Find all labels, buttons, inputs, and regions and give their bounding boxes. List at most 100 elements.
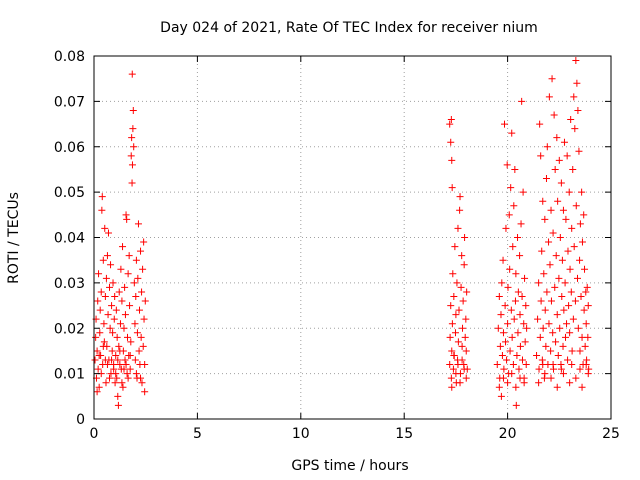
data-point [498,279,506,287]
data-point [456,379,464,387]
data-point [539,361,547,369]
data-point [131,356,139,364]
data-point [135,306,143,314]
data-point [505,211,513,219]
data-point [456,193,464,201]
data-point [546,261,554,269]
data-point [95,383,103,391]
data-point [101,224,109,232]
data-point [112,351,120,359]
data-point [539,197,547,205]
data-point [127,152,135,160]
data-point [462,315,470,323]
data-point [460,365,468,373]
y-tick-label: 0.01 [54,367,85,383]
data-point [121,356,129,364]
data-point [502,224,510,232]
data-point [574,106,582,114]
data-point [538,247,546,255]
data-point [463,288,471,296]
data-point [141,388,149,396]
data-point [133,329,141,337]
data-point [456,206,464,214]
data-point [138,288,146,296]
data-point [130,279,138,287]
data-point [497,311,505,319]
data-point [94,297,102,305]
data-point [450,351,458,359]
data-point [499,374,507,382]
data-point [137,247,145,255]
data-point [566,329,574,337]
data-point [572,57,580,65]
data-point [543,143,551,151]
data-point [558,292,566,300]
data-point [569,165,577,173]
data-point [504,320,512,328]
data-point [547,206,555,214]
data-point [95,270,103,278]
x-tick-label: 5 [193,426,202,442]
data-point [137,333,145,341]
data-point [548,75,556,83]
data-point [113,374,121,382]
data-point [533,351,541,359]
data-point [446,333,454,341]
data-point [571,125,579,133]
data-point [535,279,543,287]
data-point [539,324,547,332]
x-tick-label: 25 [602,426,620,442]
data-point [458,252,466,260]
data-point [116,361,124,369]
data-point [573,79,581,87]
data-point [446,361,454,369]
y-axis-label: ROTI / TECUs [6,192,22,284]
y-tick-label: 0.07 [54,94,85,110]
data-point [461,333,469,341]
data-point [112,306,120,314]
data-point [454,361,462,369]
data-point [550,111,558,119]
data-point [121,283,129,291]
data-point [521,274,529,282]
data-point [582,320,590,328]
grid-lines [94,56,611,419]
data-point [562,215,570,223]
data-point [512,401,520,409]
data-point [108,302,116,310]
data-point [576,365,584,373]
data-point [571,297,579,305]
data-point [576,347,584,355]
data-point [128,161,136,169]
data-point [451,329,459,337]
data-point [518,356,526,364]
data-point [108,347,116,355]
data-point [107,261,115,269]
data-point [124,270,132,278]
y-tick-label: 0.04 [54,231,85,247]
data-point [106,324,114,332]
data-point [458,356,466,364]
data-point [516,374,524,382]
data-point [114,356,122,364]
data-point [549,229,557,237]
data-point [106,374,114,382]
data-point [120,365,128,373]
x-tick-label: 10 [292,426,310,442]
data-point [130,143,138,151]
data-point [499,256,507,264]
data-point [508,333,516,341]
data-point [564,356,572,364]
data-point [534,315,542,323]
data-point [453,279,461,287]
data-point [583,283,591,291]
data-point [141,297,149,305]
x-axis-label: GPS time / hours [291,458,408,474]
data-point [119,383,127,391]
data-point [518,292,526,300]
data-point [507,184,515,192]
data-point [519,188,527,196]
data-point [582,288,590,296]
data-point [494,324,502,332]
data-point [116,320,124,328]
